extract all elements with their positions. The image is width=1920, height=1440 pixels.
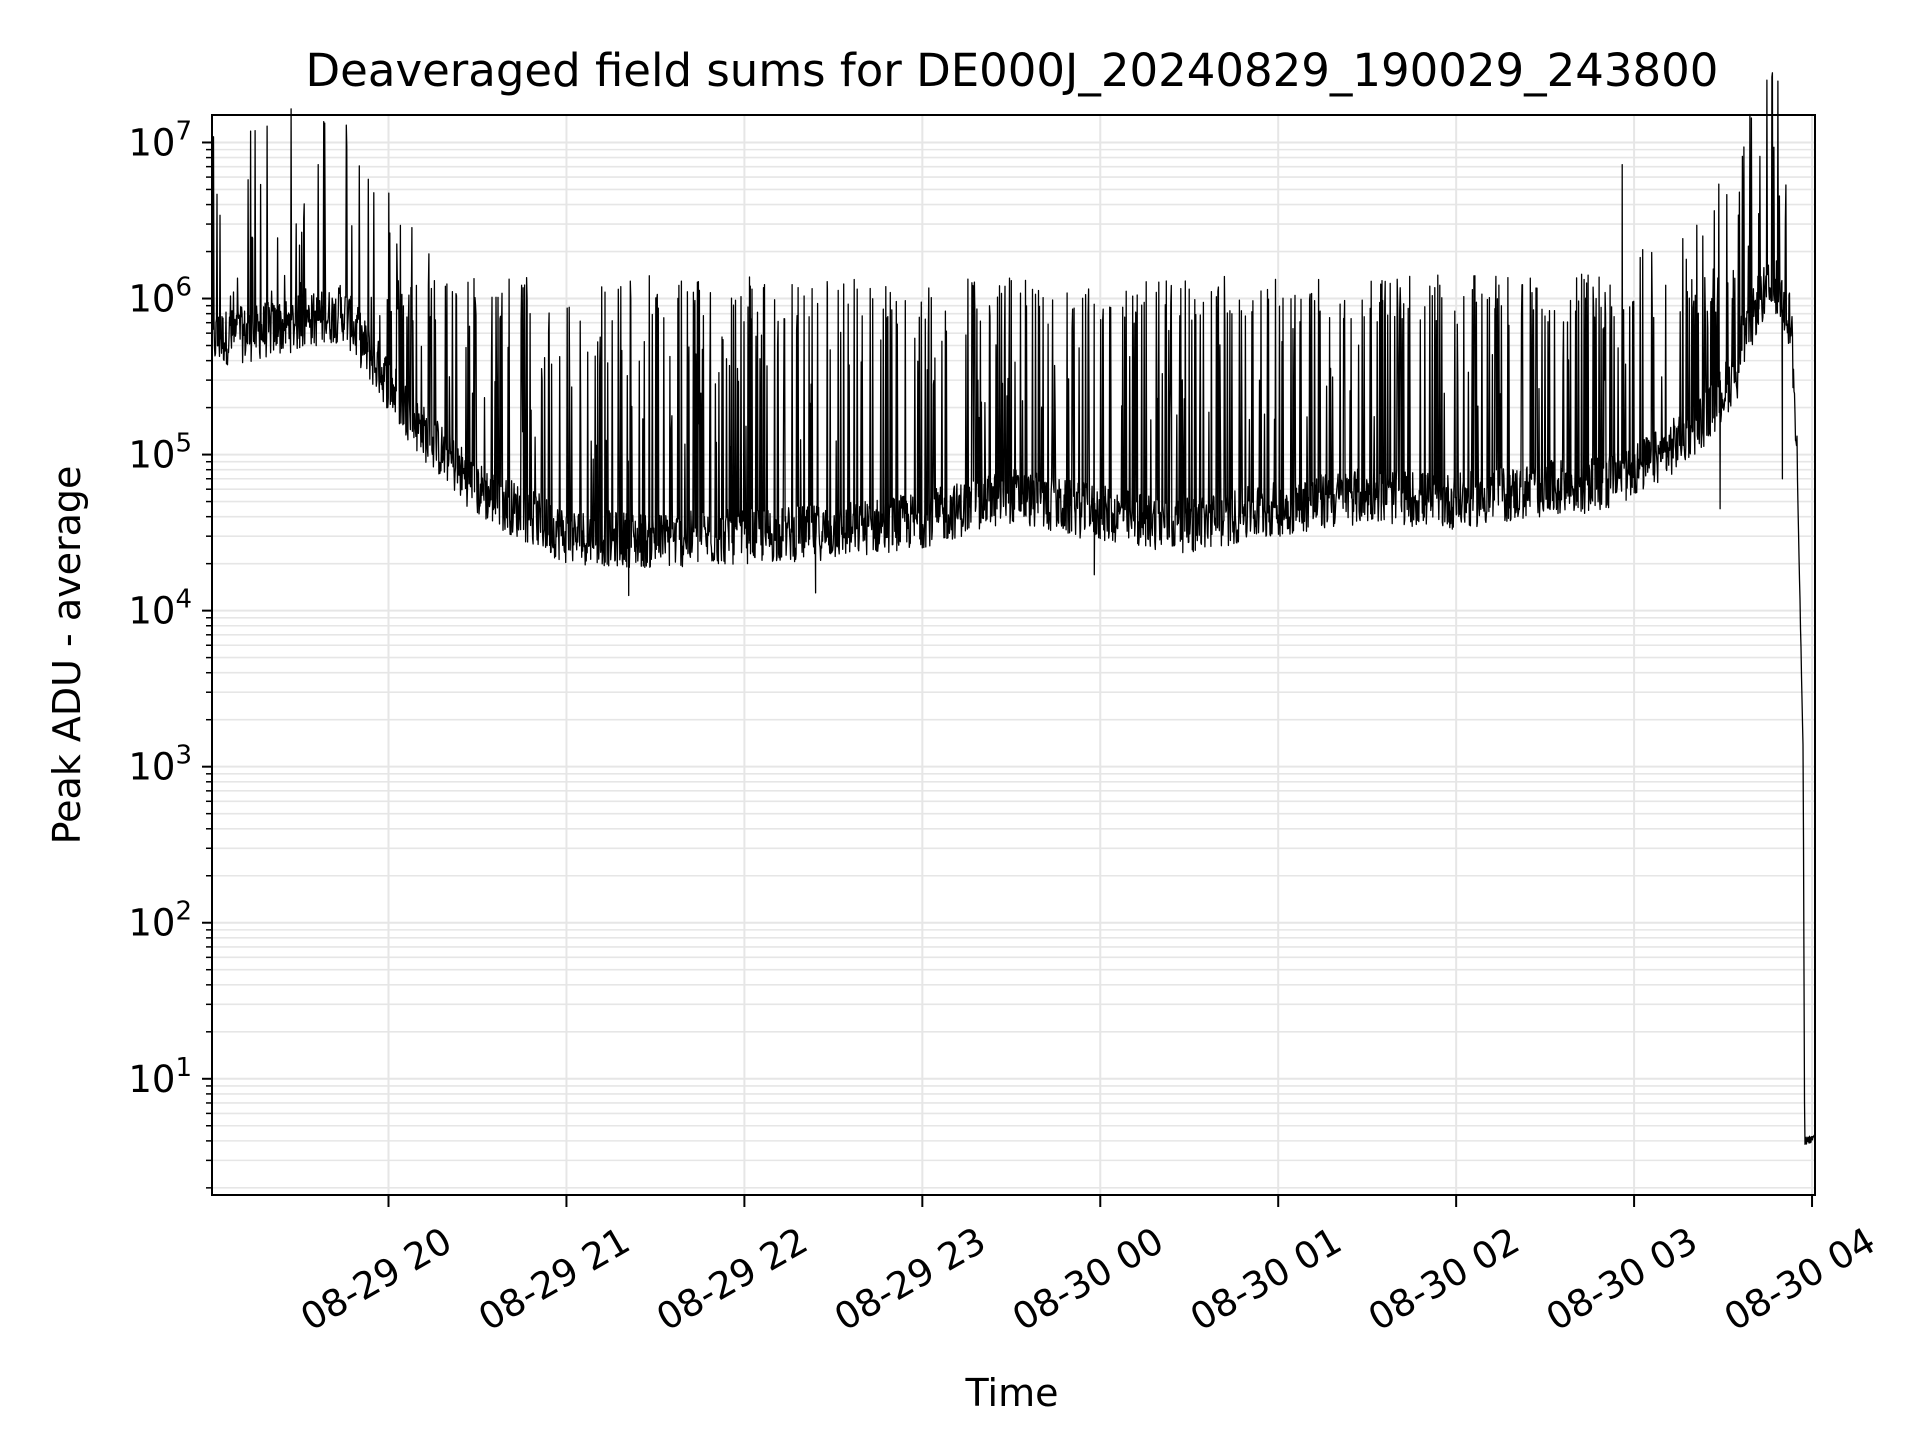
y-tick-label: 107	[128, 116, 192, 164]
y-tick-exponent: 1	[175, 1053, 192, 1083]
y-tick-label: 103	[128, 741, 192, 789]
y-tick-exponent: 5	[175, 429, 192, 459]
y-tick-label: 105	[128, 429, 192, 477]
y-tick-label: 101	[128, 1053, 192, 1101]
y-tick-exponent: 6	[175, 273, 192, 303]
chart-title: Deaveraged field sums for DE000J_2024082…	[306, 44, 1719, 97]
series	[211, 72, 1816, 1145]
y-tick-exponent: 2	[175, 897, 192, 927]
plot-frame	[211, 114, 1816, 1196]
y-tick-base: 10	[128, 590, 175, 633]
y-axis-label: Peak ADU - average	[45, 466, 89, 845]
series-line	[211, 72, 1816, 1145]
y-tick-exponent: 3	[175, 741, 192, 771]
y-tick-label: 104	[128, 585, 192, 633]
grid-lines	[212, 115, 1815, 1195]
y-tick-base: 10	[128, 1058, 175, 1101]
x-axis-label: Time	[965, 1371, 1059, 1415]
y-tick-exponent: 4	[175, 585, 192, 615]
y-tick-base: 10	[128, 278, 175, 321]
y-tick-base: 10	[128, 121, 175, 164]
y-tick-base: 10	[128, 746, 175, 789]
y-tick-label: 106	[128, 273, 192, 321]
y-tick-exponent: 7	[175, 116, 192, 146]
y-tick-base: 10	[128, 434, 175, 477]
y-tick-base: 10	[128, 902, 175, 945]
y-tick-label: 102	[128, 897, 192, 945]
